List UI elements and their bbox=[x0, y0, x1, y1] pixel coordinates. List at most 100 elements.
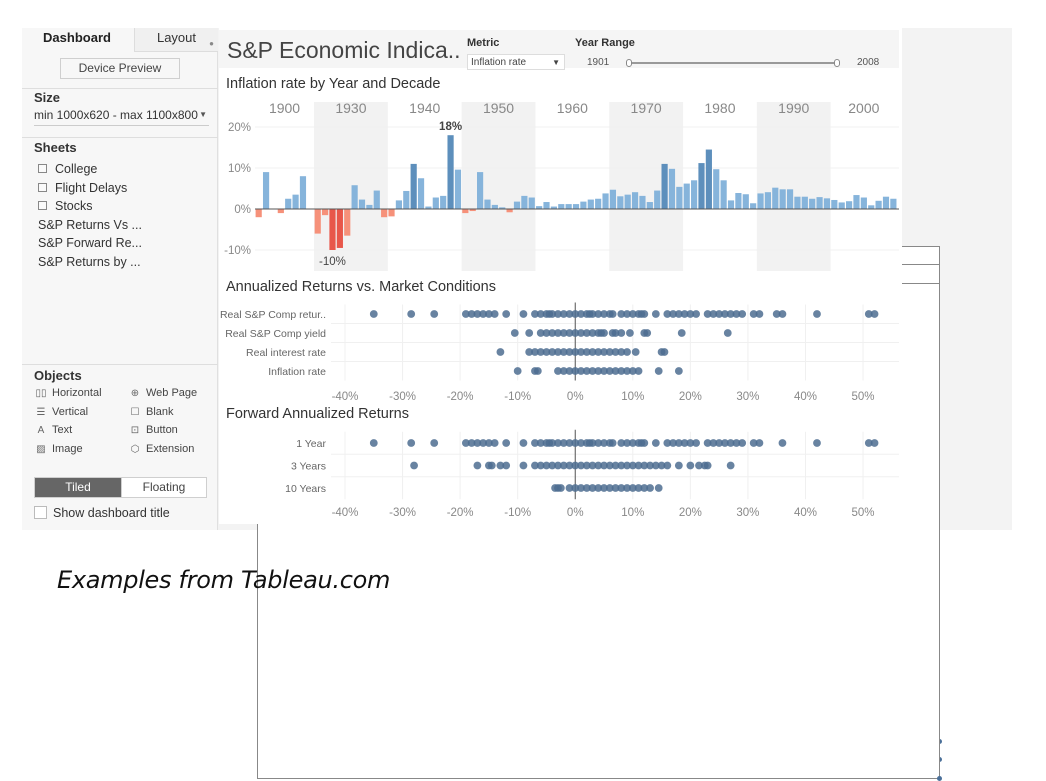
scatter-point bbox=[631, 348, 640, 356]
scatter-point bbox=[674, 367, 683, 375]
object-item-button[interactable]: ⊡ Button bbox=[128, 424, 178, 436]
sheet-item[interactable]: S&P Returns Vs ... bbox=[38, 218, 942, 744]
scatter-point bbox=[467, 439, 476, 447]
scatter-point bbox=[559, 367, 568, 375]
object-item-blank[interactable]: ☐ Blank bbox=[128, 406, 174, 418]
x-tick-label: 40% bbox=[794, 391, 817, 403]
bar bbox=[639, 195, 646, 209]
scatter-point bbox=[588, 367, 597, 375]
scatter-point bbox=[663, 439, 672, 447]
scatter-point bbox=[554, 461, 562, 470]
slider-handle-start[interactable] bbox=[626, 59, 632, 67]
tab-dashboard[interactable]: Dashboard bbox=[22, 28, 132, 52]
size-dropdown[interactable]: min 1000x620 - max 1100x800 ▼ bbox=[34, 108, 209, 126]
scatter-point bbox=[577, 461, 585, 470]
bar bbox=[447, 135, 454, 209]
object-item-vertical[interactable]: ☰ Vertical bbox=[34, 406, 89, 418]
sheet-item-label: S&P Forward Re... bbox=[38, 236, 142, 251]
slider-handle-end[interactable] bbox=[834, 59, 840, 67]
bar bbox=[720, 180, 727, 209]
scatter-point bbox=[657, 461, 666, 470]
row-label: Real interest rate bbox=[246, 347, 326, 359]
scatter-point bbox=[611, 484, 620, 492]
year-range-min: 1901 bbox=[587, 57, 610, 68]
scatter-point bbox=[536, 348, 545, 356]
scatter-point bbox=[496, 348, 505, 356]
bar bbox=[617, 196, 624, 209]
scatter-point bbox=[473, 310, 482, 318]
scatter-point bbox=[559, 461, 568, 470]
object-item-extension[interactable]: ⬡ Extension bbox=[128, 443, 195, 456]
object-item-text[interactable]: A Text bbox=[34, 424, 73, 436]
tab-layout-label: Layout bbox=[156, 30, 197, 45]
scatter-point bbox=[571, 310, 580, 318]
extension-icon: ⬡ bbox=[130, 444, 140, 456]
scatter-point bbox=[536, 310, 545, 318]
scatter-point bbox=[531, 439, 539, 447]
x-tick-label: 50% bbox=[852, 507, 875, 519]
device-preview-button[interactable]: Device Preview bbox=[60, 58, 180, 79]
dashboard-header: S&P Economic Indica.. Metric Inflation r… bbox=[219, 30, 899, 70]
sheet-item[interactable]: S&P Forward Re... bbox=[38, 236, 942, 763]
bar bbox=[484, 199, 491, 209]
bar bbox=[823, 198, 831, 209]
tab-layout[interactable]: Layout ● bbox=[134, 28, 218, 52]
scatter-point bbox=[490, 310, 499, 318]
scatter-point bbox=[565, 439, 574, 447]
object-item-web-page[interactable]: ⊕ Web Page bbox=[128, 387, 197, 399]
object-item-label: Web Page bbox=[146, 387, 198, 399]
scatter-point bbox=[686, 461, 695, 470]
scatter-point bbox=[410, 461, 418, 470]
scatter-point bbox=[554, 310, 562, 318]
scatter-point bbox=[565, 348, 574, 356]
scatter-point bbox=[571, 329, 580, 337]
x-tick-label: 30% bbox=[736, 507, 759, 519]
scatter-point bbox=[749, 310, 758, 318]
scatter-point bbox=[430, 439, 439, 447]
bar bbox=[698, 163, 705, 209]
scatter-point bbox=[565, 367, 574, 375]
y-tick-label: -10% bbox=[224, 245, 251, 257]
metric-dropdown[interactable]: Inflation rate ▼ bbox=[467, 54, 565, 70]
object-item-horizontal[interactable]: ▯▯ Horizontal bbox=[34, 387, 101, 399]
scatter-point bbox=[369, 310, 378, 318]
scatter-point bbox=[473, 439, 482, 447]
scatter-point bbox=[651, 439, 660, 447]
scatter-point bbox=[542, 348, 551, 356]
scatter-point bbox=[726, 439, 735, 447]
floating-button[interactable]: Floating bbox=[121, 478, 206, 497]
scatter-point bbox=[461, 310, 470, 318]
scatter-point bbox=[628, 310, 637, 318]
scatter-point bbox=[600, 367, 608, 375]
sheet-item[interactable]: S&P Returns by ... bbox=[38, 255, 942, 781]
year-range-slider[interactable] bbox=[626, 59, 840, 67]
scatter-point bbox=[732, 310, 741, 318]
scatter-point bbox=[755, 310, 764, 318]
scatter-point bbox=[703, 310, 712, 318]
sheet-item[interactable]: Stocks bbox=[38, 199, 93, 213]
object-item-label: Extension bbox=[146, 443, 195, 456]
decade-label: 1960 bbox=[557, 100, 588, 116]
scatter-point bbox=[617, 439, 626, 447]
scatter-point bbox=[677, 329, 686, 337]
bar bbox=[344, 209, 351, 236]
bar bbox=[277, 209, 284, 214]
scatter-point bbox=[548, 329, 557, 337]
scatter-point bbox=[513, 367, 522, 375]
tiled-button[interactable]: Tiled bbox=[35, 478, 121, 497]
scatter-point bbox=[660, 348, 669, 356]
sheet-item[interactable]: College bbox=[38, 162, 97, 176]
scatter-point bbox=[600, 484, 608, 492]
sheet-item[interactable]: Flight Delays bbox=[38, 181, 127, 195]
bar bbox=[366, 204, 373, 209]
bar bbox=[299, 176, 307, 209]
bar bbox=[388, 209, 395, 217]
object-item-image[interactable]: ▨ Image bbox=[34, 443, 82, 455]
bar bbox=[831, 199, 838, 209]
forward-returns-chart-title: Forward Annualized Returns bbox=[226, 406, 409, 422]
bar bbox=[727, 200, 735, 209]
show-dashboard-title-checkbox[interactable]: Show dashboard title bbox=[34, 506, 170, 520]
scatter-point bbox=[577, 329, 585, 337]
bar bbox=[882, 196, 890, 209]
scatter-point bbox=[643, 329, 652, 337]
